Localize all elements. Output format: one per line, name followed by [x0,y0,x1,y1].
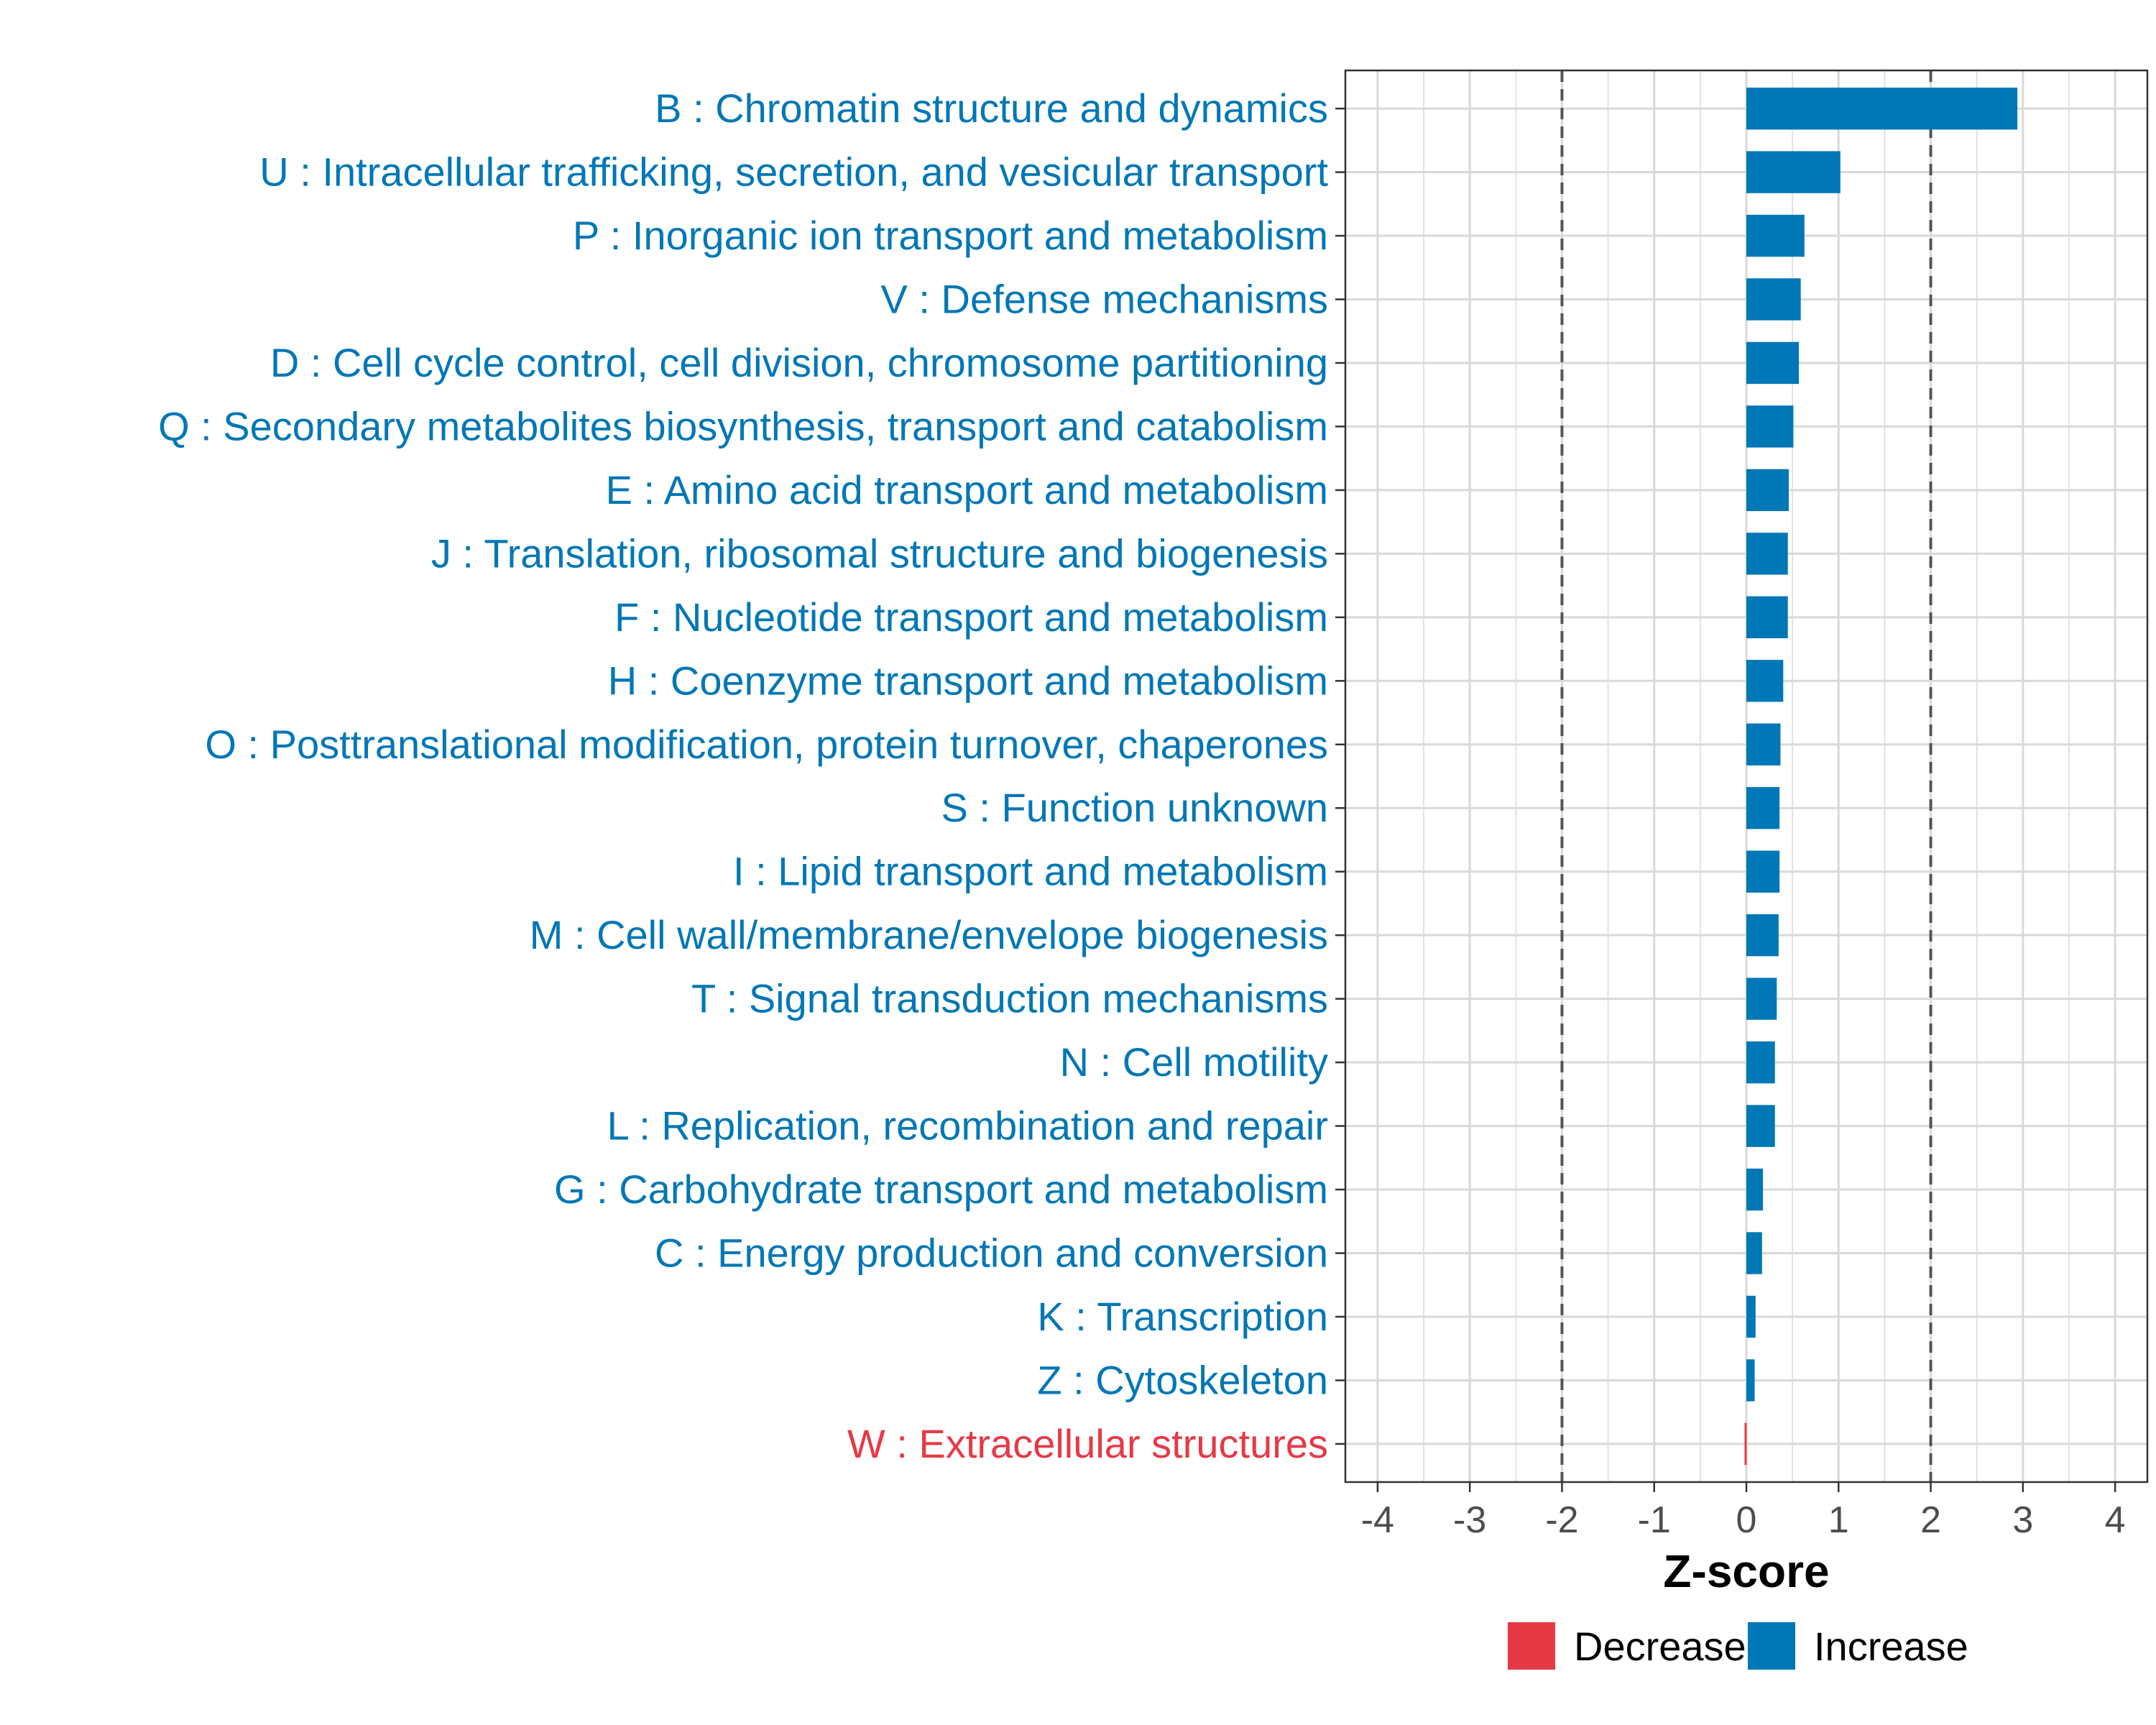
x-tick-label: 2 [1920,1499,1941,1541]
legend-label: Decrease [1574,1624,1746,1669]
category-label: P : Inorganic ion transport and metaboli… [573,213,1328,258]
category-labels: B : Chromatin structure and dynamics U : … [158,86,1328,1466]
legend-label: Increase [1814,1624,1968,1669]
x-tick-label: 1 [1828,1499,1849,1541]
x-axis-title: Z-score [1663,1545,1829,1597]
category-label: W : Extracellular structures [847,1421,1328,1466]
bar [1746,914,1779,957]
bar [1746,214,1805,257]
category-label: M : Cell wall/membrane/envelope biogenes… [530,912,1328,957]
x-axis-tick-labels: -4 -3 -2 -1 0 1 2 3 4 [1361,1499,2126,1541]
bar [1746,660,1784,702]
category-label: U : Intracellular trafficking, secretion… [259,150,1328,195]
bar [1746,1041,1775,1084]
bar [1746,723,1781,765]
bar [1746,533,1788,575]
bar [1746,469,1789,512]
x-tick-label: -2 [1545,1499,1578,1541]
category-label: L : Replication, recombination and repai… [607,1103,1328,1149]
category-label: O : Posttranslational modification, prot… [205,722,1328,767]
bar [1746,1359,1755,1402]
bar [1746,850,1780,893]
legend-swatch [1508,1622,1555,1670]
bar [1746,87,2018,130]
x-axis-ticks [1376,1482,2116,1492]
category-label: S : Function unknown [941,785,1328,830]
x-tick-label: 0 [1736,1499,1757,1541]
bar [1746,1295,1756,1338]
threshold-lines [1560,70,1932,1482]
category-label: T : Signal transduction mechanisms [691,976,1328,1021]
category-label: E : Amino acid transport and metabolism [606,467,1328,512]
bar [1746,1105,1775,1147]
bars [1744,87,2018,1466]
y-axis-ticks [1335,107,1345,1445]
category-label: J : Translation, ribosomal structure and… [431,530,1328,576]
x-tick-label: -3 [1453,1499,1486,1541]
category-label: Q : Secondary metabolites biosynthesis, … [158,403,1328,448]
legend-swatch [1748,1622,1795,1670]
x-tick-label: 4 [2105,1499,2126,1541]
bar [1746,787,1780,829]
bar [1746,1168,1764,1211]
category-label: D : Cell cycle control, cell division, c… [270,340,1328,385]
category-label: F : Nucleotide transport and metabolism [614,594,1328,640]
category-label: G : Carbohydrate transport and metabolis… [554,1167,1328,1212]
legend: Decrease Increase [1508,1622,1968,1670]
category-label: B : Chromatin structure and dynamics [655,86,1328,131]
bar [1746,1232,1762,1274]
bar [1746,978,1777,1020]
category-label: I : Lipid transport and metabolism [733,849,1328,894]
bar [1746,341,1800,385]
bar [1746,151,1841,193]
x-tick-label: -1 [1638,1499,1671,1541]
x-tick-label: -4 [1361,1499,1394,1541]
category-label: H : Coenzyme transport and metabolism [608,658,1328,703]
category-label: Z : Cytoskeleton [1037,1357,1328,1402]
category-label: K : Transcription [1037,1294,1328,1339]
category-label: N : Cell motility [1060,1039,1328,1085]
bar [1746,278,1801,321]
bar [1746,405,1794,448]
x-tick-label: 3 [2012,1499,2033,1541]
bar [1746,596,1788,639]
category-label: C : Energy production and conversion [655,1230,1328,1276]
bar [1744,1422,1747,1466]
category-label: V : Defense mechanisms [881,276,1328,321]
